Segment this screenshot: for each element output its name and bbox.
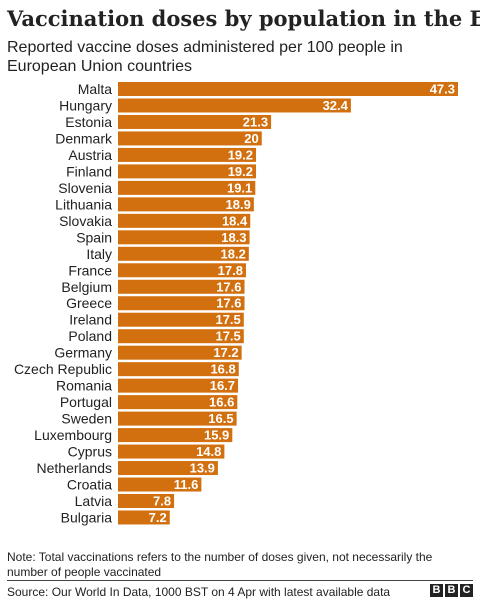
bar bbox=[118, 411, 237, 426]
bar bbox=[118, 362, 239, 377]
value-label: 18.3 bbox=[221, 230, 246, 245]
value-label: 17.6 bbox=[216, 279, 241, 294]
value-label: 13.9 bbox=[190, 461, 215, 476]
category-label: Bulgaria bbox=[61, 509, 113, 525]
bar bbox=[118, 279, 245, 294]
bbc-logo-letter: B bbox=[430, 584, 443, 597]
bar bbox=[118, 378, 239, 393]
category-label: Czech Republic bbox=[14, 361, 112, 377]
bar bbox=[118, 296, 245, 311]
category-label: Germany bbox=[54, 345, 112, 361]
category-label: Italy bbox=[86, 246, 112, 262]
bar bbox=[118, 180, 256, 195]
category-label: Estonia bbox=[65, 114, 112, 130]
category-label: Ireland bbox=[69, 312, 112, 328]
category-label: France bbox=[68, 262, 112, 278]
value-label: 16.7 bbox=[210, 378, 235, 393]
value-label: 19.2 bbox=[228, 147, 253, 162]
bar bbox=[118, 428, 233, 443]
value-label: 21.3 bbox=[243, 114, 268, 129]
value-label: 32.4 bbox=[323, 98, 349, 113]
category-label: Finland bbox=[66, 163, 112, 179]
category-label: Slovakia bbox=[59, 213, 112, 229]
category-label: Belgium bbox=[61, 279, 112, 295]
value-label: 7.2 bbox=[149, 510, 167, 525]
bar bbox=[118, 82, 458, 96]
category-label: Austria bbox=[68, 147, 112, 163]
bar bbox=[118, 213, 251, 228]
bbc-logo-letter: B bbox=[445, 584, 458, 597]
category-label: Lithuania bbox=[55, 196, 112, 212]
category-label: Netherlands bbox=[37, 460, 113, 476]
chart-subtitle: Reported vaccine doses administered per … bbox=[7, 39, 403, 75]
category-label: Denmark bbox=[55, 130, 113, 146]
bar bbox=[118, 164, 257, 179]
category-label: Croatia bbox=[67, 477, 112, 493]
value-label: 11.6 bbox=[174, 477, 199, 492]
value-label: 19.1 bbox=[227, 180, 252, 195]
category-label: Latvia bbox=[75, 493, 113, 509]
chart-note: Note: Total vaccinations refers to the n… bbox=[7, 550, 433, 579]
category-label: Luxembourg bbox=[34, 427, 112, 443]
bar bbox=[118, 395, 238, 410]
value-label: 17.8 bbox=[218, 263, 243, 278]
bar bbox=[118, 444, 225, 459]
category-label: Sweden bbox=[61, 411, 112, 427]
category-label: Malta bbox=[78, 81, 112, 97]
value-label: 19.2 bbox=[228, 164, 253, 179]
value-label: 15.9 bbox=[204, 428, 229, 443]
value-label: 16.5 bbox=[208, 411, 233, 426]
bar bbox=[118, 345, 242, 360]
category-label: Poland bbox=[68, 328, 112, 344]
value-label: 7.8 bbox=[153, 494, 171, 509]
bar bbox=[118, 147, 257, 162]
value-label: 17.2 bbox=[213, 345, 238, 360]
source-text: Source: Our World In Data, 1000 BST on 4… bbox=[7, 585, 391, 599]
value-label: 16.6 bbox=[209, 395, 234, 410]
value-label: 17.5 bbox=[215, 329, 240, 344]
bar bbox=[118, 98, 351, 113]
value-label: 17.5 bbox=[215, 312, 240, 327]
value-label: 18.2 bbox=[221, 246, 246, 261]
category-label: Spain bbox=[76, 229, 112, 245]
bar bbox=[118, 329, 244, 344]
bar bbox=[118, 494, 175, 508]
bar bbox=[118, 246, 249, 261]
bar bbox=[118, 114, 272, 129]
bbc-logo: B B C bbox=[430, 584, 473, 597]
value-label: 18.4 bbox=[222, 213, 248, 228]
bar bbox=[118, 312, 244, 327]
category-label: Greece bbox=[66, 295, 112, 311]
category-label: Cyprus bbox=[68, 444, 112, 460]
value-label: 14.8 bbox=[196, 444, 221, 459]
bar bbox=[118, 230, 250, 245]
bar-chart: Malta 47.3 Hungary 32.4 Estonia 21.3 Denmark 20… bbox=[14, 81, 458, 525]
value-label: 16.8 bbox=[210, 362, 235, 377]
category-label: Slovenia bbox=[58, 180, 112, 196]
value-label: 18.9 bbox=[226, 197, 251, 212]
bar bbox=[118, 477, 202, 492]
category-label: Portugal bbox=[60, 394, 112, 410]
value-label: 20 bbox=[244, 131, 258, 146]
bar bbox=[118, 510, 170, 525]
footer-divider bbox=[7, 580, 473, 581]
value-label: 17.6 bbox=[216, 296, 241, 311]
bar bbox=[118, 263, 246, 278]
category-label: Romania bbox=[56, 378, 112, 394]
bar bbox=[118, 461, 218, 476]
chart-title: Vaccination doses by population in the E… bbox=[7, 6, 480, 31]
bbc-logo-letter: C bbox=[460, 584, 473, 597]
bar bbox=[118, 131, 262, 146]
category-label: Hungary bbox=[59, 97, 112, 113]
bar bbox=[118, 197, 254, 212]
value-label: 47.3 bbox=[430, 82, 455, 97]
